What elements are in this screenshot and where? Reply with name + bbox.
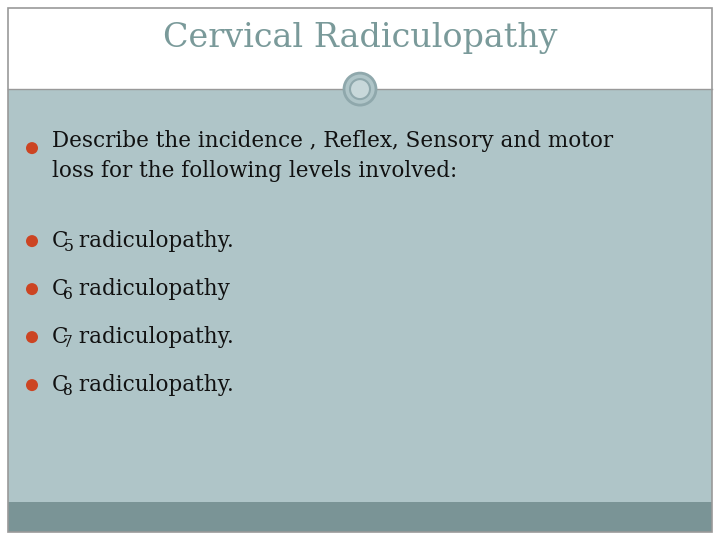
- FancyBboxPatch shape: [8, 502, 712, 532]
- Text: 6: 6: [63, 286, 73, 303]
- Text: 5: 5: [63, 238, 73, 255]
- Text: C: C: [52, 230, 68, 252]
- Text: C: C: [52, 374, 68, 396]
- Circle shape: [344, 73, 376, 105]
- Text: radiculopathy.: radiculopathy.: [72, 326, 233, 348]
- Text: radiculopathy: radiculopathy: [72, 278, 230, 300]
- Text: radiculopathy.: radiculopathy.: [72, 230, 233, 252]
- Circle shape: [26, 283, 38, 295]
- Circle shape: [26, 331, 38, 343]
- Text: C: C: [52, 326, 68, 348]
- Circle shape: [26, 235, 38, 247]
- Text: 7: 7: [63, 334, 73, 351]
- Text: radiculopathy.: radiculopathy.: [72, 374, 233, 396]
- Circle shape: [350, 79, 370, 99]
- Text: Describe the incidence , Reflex, Sensory and motor: Describe the incidence , Reflex, Sensory…: [52, 130, 613, 152]
- Text: 8: 8: [63, 382, 73, 399]
- Text: loss for the following levels involved:: loss for the following levels involved:: [52, 160, 457, 182]
- Text: Cervical Radiculopathy: Cervical Radiculopathy: [163, 22, 557, 54]
- Circle shape: [26, 142, 38, 154]
- FancyBboxPatch shape: [8, 89, 712, 502]
- FancyBboxPatch shape: [8, 8, 712, 89]
- Text: C: C: [52, 278, 68, 300]
- Circle shape: [26, 379, 38, 391]
